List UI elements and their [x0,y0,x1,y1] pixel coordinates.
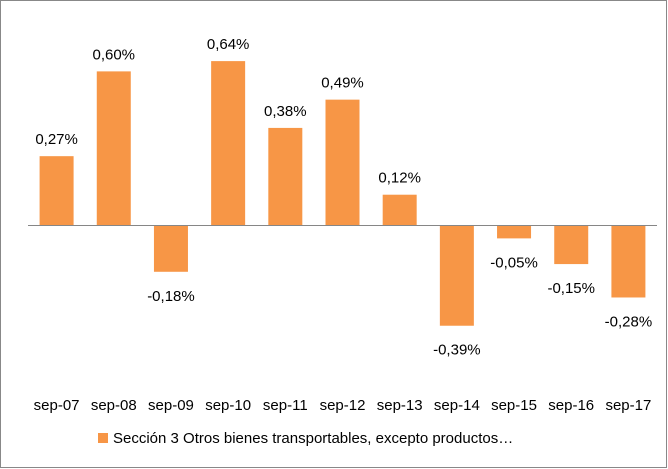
x-tick-label: sep-12 [320,397,366,414]
bar [96,71,131,226]
x-tick-label: sep-13 [377,397,423,414]
bar [611,225,646,298]
x-tick-label: sep-14 [434,397,480,414]
data-label: -0,18% [147,288,195,305]
bar [153,225,188,272]
bar [211,61,246,226]
bar [39,156,74,226]
x-tick-label: sep-15 [491,397,537,414]
data-label: 0,64% [207,36,250,53]
data-label: 0,60% [92,46,135,63]
x-tick-label: sep-17 [605,397,651,414]
data-label: -0,05% [490,254,538,271]
bar [554,225,589,265]
x-tick-label: sep-09 [148,397,194,414]
data-label: 0,49% [321,75,364,92]
data-label: 0,12% [378,170,421,187]
x-tick-label: sep-11 [263,397,308,414]
bar [268,127,303,226]
legend-swatch [98,433,108,443]
x-tick-label: sep-10 [205,397,251,414]
bar [497,225,532,239]
data-label: -0,15% [547,280,595,297]
x-tick-label: sep-08 [91,397,137,414]
x-tick-label: sep-07 [34,397,80,414]
bar [439,225,474,326]
data-label: -0,39% [433,342,481,359]
x-tick-label: sep-16 [548,397,594,414]
data-label: 0,27% [35,131,78,148]
legend-label: Sección 3 Otros bienes transportables, e… [113,430,513,447]
bar [325,99,360,226]
bar [382,194,417,226]
data-label: 0,38% [264,103,307,120]
data-label: -0,28% [605,313,653,330]
